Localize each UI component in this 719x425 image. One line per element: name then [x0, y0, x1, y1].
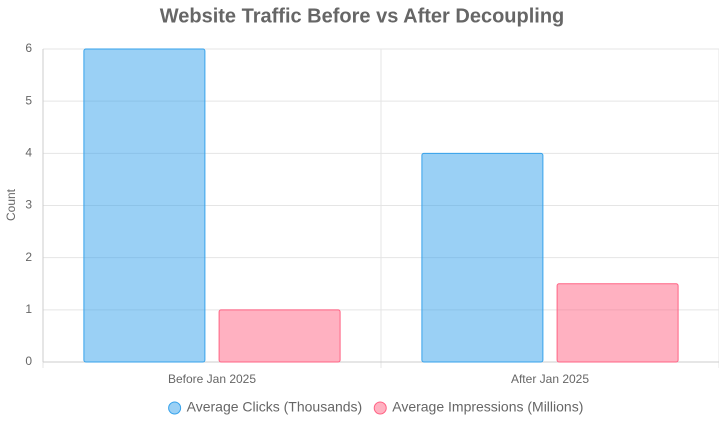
y-axis-label: Count [4, 188, 18, 221]
y-tick-label: 5 [25, 93, 32, 107]
bar [218, 309, 341, 363]
y-tick-label: 0 [25, 354, 32, 368]
bar [421, 152, 544, 363]
legend-label: Average Clicks (Thousands) [187, 399, 363, 415]
bar [556, 283, 679, 363]
x-tick-label: Before Jan 2025 [168, 372, 256, 386]
x-tick-label: After Jan 2025 [511, 372, 589, 386]
legend-label: Average Impressions (Millions) [392, 399, 583, 415]
bar [83, 48, 206, 363]
y-tick-label: 3 [25, 198, 32, 212]
legend-marker [373, 401, 387, 415]
y-tick-label: 2 [25, 250, 32, 264]
legend-marker [168, 401, 182, 415]
y-tick-label: 6 [25, 41, 32, 55]
chart-title: Website Traffic Before vs After Decoupli… [160, 5, 565, 27]
y-tick-label: 1 [25, 302, 32, 316]
y-tick-label: 4 [25, 146, 32, 160]
